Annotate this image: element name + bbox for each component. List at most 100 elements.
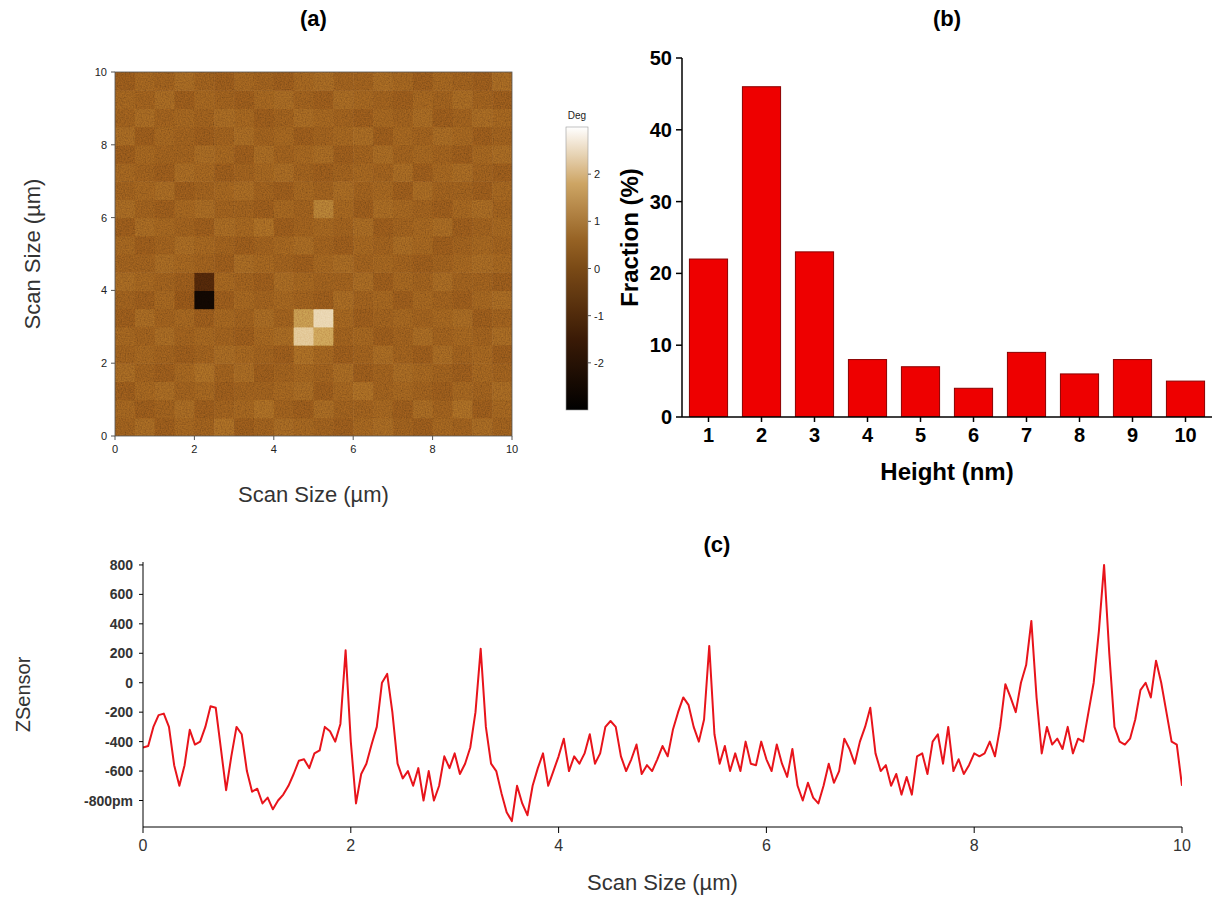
plot-area [143,565,1182,821]
tick [761,417,763,422]
tick-label: 2 [346,837,355,854]
tick [143,827,144,833]
frame [115,72,512,436]
tick-label: 6 [101,212,107,224]
axis-title: Height (nm) [880,458,1013,485]
tick [920,417,922,422]
tick [1026,417,1028,422]
tick [588,174,591,175]
axis-title: ZSensor [12,656,34,732]
bar [1113,360,1151,417]
tick-label: 4 [862,424,874,446]
colorbar-title: Deg [568,110,586,121]
tick [1132,417,1134,422]
tick [973,417,975,422]
tick [588,315,591,316]
tick [111,217,115,218]
axis-title: Scan Size (µm) [20,179,45,330]
tick [139,712,143,713]
tick [139,800,143,801]
y-axis [143,562,144,827]
plot-area [115,72,512,436]
tick [814,417,816,422]
figure: (a)02468100246810Scan Size (µm)Scan Size… [0,0,1219,908]
tick [350,827,351,833]
tick [676,416,682,418]
bar [848,360,886,417]
texture [115,72,512,436]
tick [676,273,682,275]
tick-label: 1 [594,215,600,227]
tick-label: 10 [650,334,672,356]
tick [353,436,354,440]
axis-title: Scan Size (µm) [238,482,389,507]
bar [901,367,939,417]
tick [676,57,682,59]
tick [139,682,143,683]
x-axis [143,827,1182,828]
tick [676,129,682,131]
tick [708,417,710,422]
tick-label: -1 [594,310,604,322]
panel-title: (c) [704,532,731,557]
tick [974,827,975,833]
tick [676,201,682,203]
tick-label: 5 [915,424,926,446]
tick-label: 600 [110,586,134,602]
tick-label: -200 [105,704,133,720]
tick [111,436,115,437]
axis-title: Fraction (%) [616,168,643,307]
tick-label: 1 [703,424,714,446]
tick-label: 10 [1174,424,1196,446]
tick-label: 0 [139,837,148,854]
bar [1060,374,1098,417]
tick [588,221,591,222]
tick-label: 6 [968,424,979,446]
tick-label: 10 [506,443,518,455]
bar [795,252,833,417]
tick-label: 50 [650,47,672,69]
tick-label: -600 [105,763,133,779]
tick-label: 20 [650,262,672,284]
tick [139,741,143,742]
tick-label: 0 [101,430,107,442]
tick [194,436,195,440]
tick-label: 0 [125,675,133,691]
tick-label: -2 [594,357,604,369]
tick [115,436,116,440]
panel-b: (b)0102030405012345678910Height (nm)Frac… [616,6,1212,485]
y-axis [681,58,683,417]
tick-label: 2 [191,443,197,455]
panel-c: (c)8006004002000-200-400-600-800pm024681… [12,532,1191,895]
colorbar [566,127,588,410]
tick-label: -800pm [84,793,133,809]
tick-label: 6 [762,837,771,854]
tick-label: 2 [594,168,600,180]
plot-area [689,87,1204,417]
tick [676,344,682,346]
panel-title: (b) [933,6,961,31]
bar [1166,381,1204,417]
profile-line [143,565,1182,821]
tick [111,144,115,145]
tick [273,436,274,440]
bar [689,259,727,417]
axis-title: Scan Size (µm) [587,870,738,895]
tick-label: 10 [1173,837,1191,854]
tick-label: 400 [110,616,134,632]
tick-label: -400 [105,734,133,750]
tick-label: 200 [110,645,134,661]
tick [111,290,115,291]
tick [139,653,143,654]
tick-label: 8 [970,837,979,854]
tick [432,436,433,440]
bar [954,388,992,417]
tick-label: 10 [95,66,107,78]
tick-label: 3 [809,424,820,446]
tick [1079,417,1081,422]
tick-label: 8 [101,139,107,151]
tick-label: 9 [1127,424,1138,446]
bar [742,87,780,417]
tick [588,362,591,363]
tick [512,436,513,440]
